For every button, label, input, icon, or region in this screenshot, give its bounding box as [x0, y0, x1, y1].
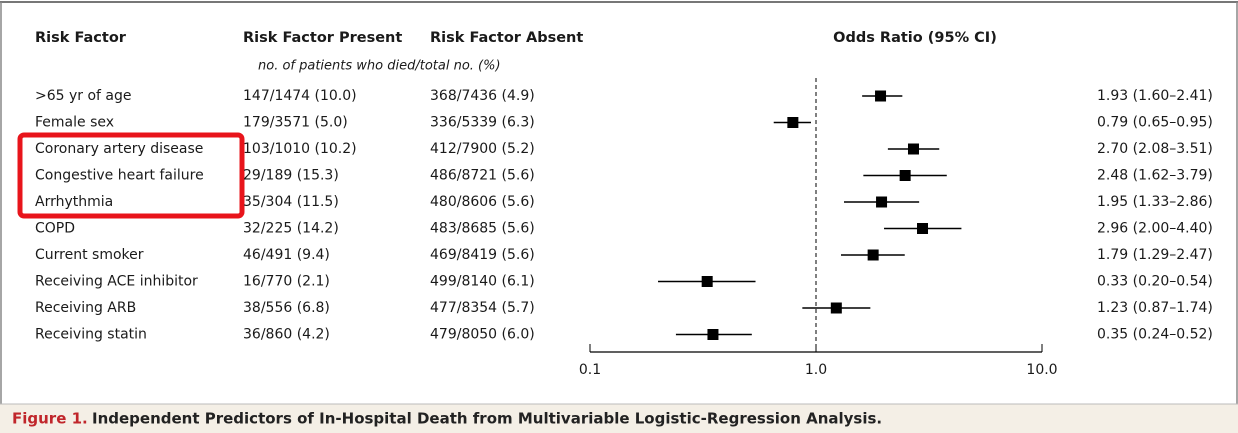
absent-count: 477/8354 (5.7) — [430, 300, 535, 316]
risk-factor: Female sex — [35, 115, 114, 131]
risk-factor: Receiving statin — [35, 327, 147, 343]
header: Risk Factor Absent — [430, 30, 583, 46]
or-marker — [907, 143, 919, 155]
absent-count: 480/8606 (5.6) — [430, 194, 535, 210]
x-tick-label: 10.0 — [1026, 362, 1057, 378]
risk-factor: COPD — [35, 221, 75, 237]
present-count: 147/1474 (10.0) — [243, 88, 357, 104]
present-count: 38/556 (6.8) — [243, 300, 330, 316]
x-tick-label: 0.1 — [579, 362, 601, 378]
risk-factor: Arrhythmia — [35, 194, 113, 210]
or-marker — [875, 90, 887, 102]
or-label: 1.79 (1.29–2.47) — [1097, 247, 1213, 263]
present-count: 46/491 (9.4) — [243, 247, 330, 263]
or-label: 2.96 (2.00–4.40) — [1097, 221, 1213, 237]
or-marker — [917, 223, 929, 234]
absent-count: 499/8140 (6.1) — [430, 274, 535, 290]
or-marker — [787, 117, 799, 128]
absent-count: 483/8685 (5.6) — [430, 221, 535, 237]
absent-count: 486/8721 (5.6) — [430, 168, 535, 184]
risk-factor: Congestive heart failure — [35, 168, 204, 184]
header: Risk Factor Present — [243, 30, 402, 46]
present-count: 36/860 (4.2) — [243, 327, 330, 343]
present-count: 35/304 (11.5) — [243, 194, 339, 210]
x-tick-label: 1.0 — [805, 362, 827, 378]
or-marker — [899, 170, 911, 181]
risk-factor: Receiving ACE inhibitor — [35, 274, 198, 290]
risk-factor: >65 yr of age — [35, 88, 132, 104]
or-label: 0.35 (0.24–0.52) — [1097, 327, 1213, 343]
or-marker — [707, 329, 719, 340]
absent-count: 469/8419 (5.6) — [430, 247, 535, 263]
present-count: 16/770 (2.1) — [243, 274, 330, 290]
figure-label: Figure 1. — [12, 410, 88, 428]
or-label: 2.70 (2.08–3.51) — [1097, 141, 1213, 157]
present-count: 103/1010 (10.2) — [243, 141, 357, 157]
or-label: 0.33 (0.20–0.54) — [1097, 274, 1213, 290]
or-marker — [867, 249, 879, 261]
or-label: 1.93 (1.60–2.41) — [1097, 88, 1213, 104]
or-marker — [830, 302, 842, 314]
absent-count: 368/7436 (4.9) — [430, 88, 535, 104]
highlight-box — [17, 132, 245, 219]
caption-bar — [0, 404, 1238, 433]
absent-count: 412/7900 (5.2) — [430, 141, 535, 157]
present-count: 179/3571 (5.0) — [243, 115, 348, 131]
or-label: 0.79 (0.65–0.95) — [1097, 115, 1213, 131]
or-label: 1.23 (0.87–1.74) — [1097, 300, 1213, 316]
or-label: 1.95 (1.33–2.86) — [1097, 194, 1213, 210]
risk-factor: Coronary artery disease — [35, 141, 203, 157]
present-count: 32/225 (14.2) — [243, 221, 339, 237]
present-count: 29/189 (15.3) — [243, 168, 339, 184]
header: Odds Ratio (95% CI) — [833, 30, 997, 46]
caption: Independent Predictors of In-Hospital De… — [92, 410, 882, 428]
risk-factor: Current smoker — [35, 247, 144, 263]
absent-count: 336/5339 (6.3) — [430, 115, 535, 131]
absent-count: 479/8050 (6.0) — [430, 327, 535, 343]
header: Risk Factor — [35, 30, 127, 46]
or-marker — [701, 276, 713, 287]
or-marker — [876, 196, 888, 208]
or-label: 2.48 (1.62–3.79) — [1097, 168, 1213, 184]
risk-factor: Receiving ARB — [35, 300, 136, 316]
subheader: no. of patients who died/total no. (%) — [258, 59, 501, 74]
